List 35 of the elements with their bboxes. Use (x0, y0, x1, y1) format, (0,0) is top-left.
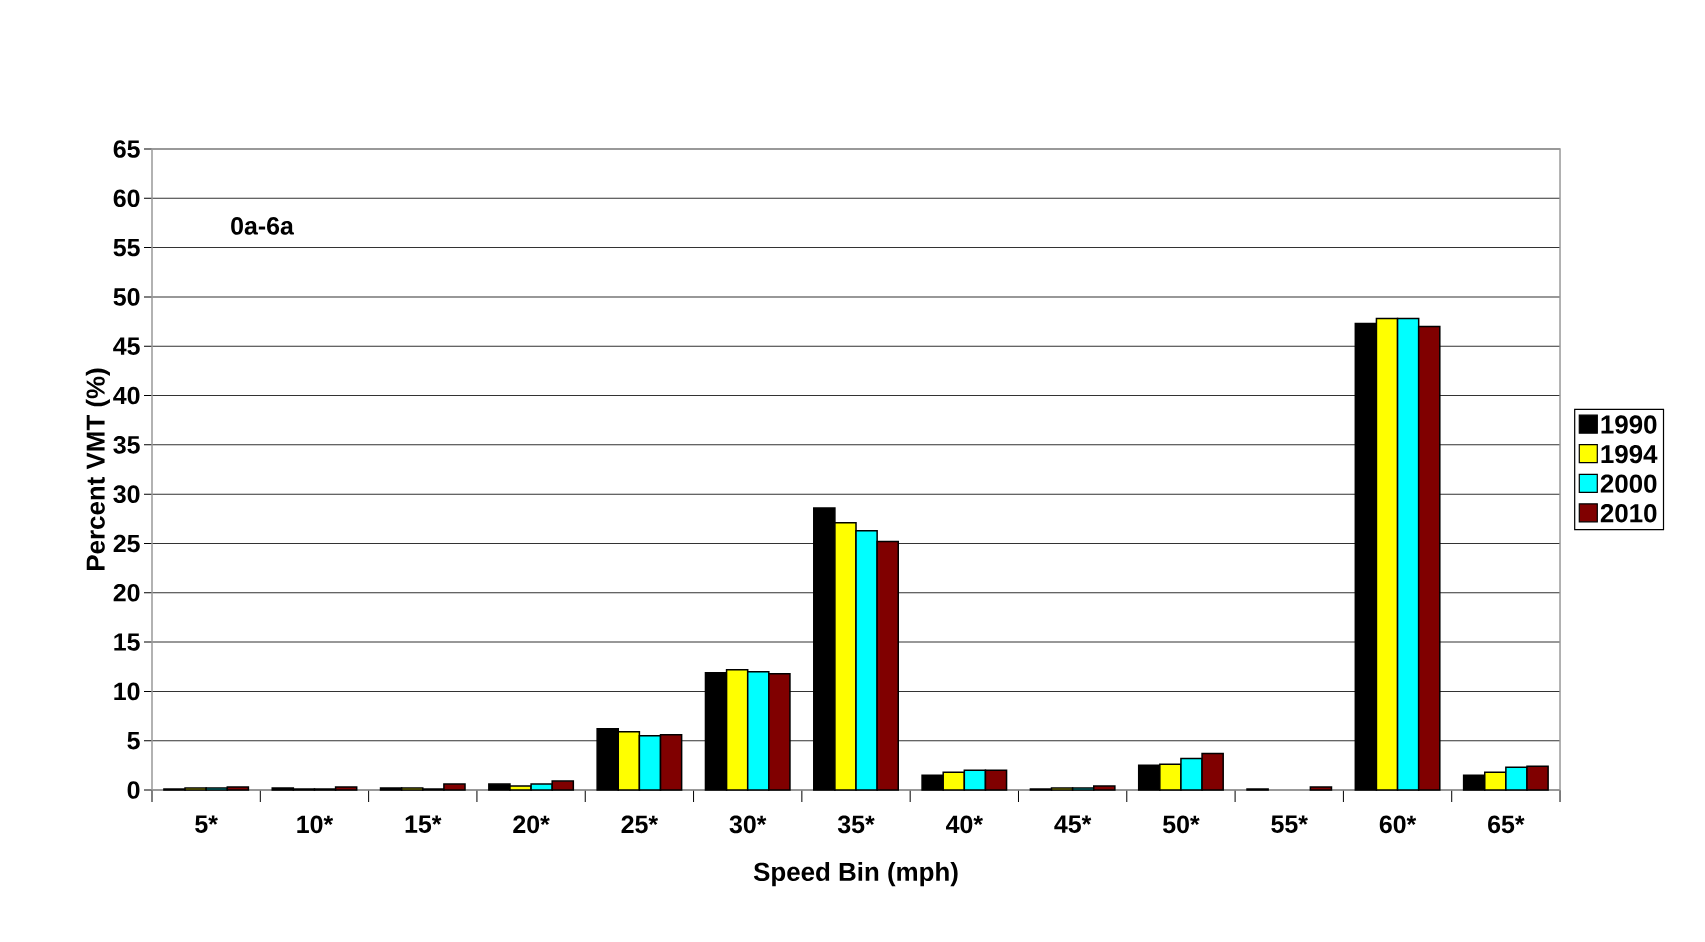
y-tick-label: 50 (113, 288, 140, 306)
x-tick-label: 45* (1054, 815, 1092, 833)
x-tick-label: 15* (405, 815, 442, 833)
y-tick-label: 60 (113, 189, 140, 208)
annotation: 0a-6a (231, 217, 294, 235)
x-tick-label: 10* (297, 815, 334, 834)
y-tick-label: 55 (113, 238, 140, 257)
y-axis-title: Percent VMT (%) (85, 368, 110, 570)
y-tick-label: 35 (113, 436, 140, 454)
y-tick-label: 45 (113, 337, 140, 355)
y-tick-label: 25 (113, 534, 140, 553)
x-tick-label: 35* (837, 815, 875, 834)
legend-label: 2010 (1600, 504, 1657, 523)
x-axis-title: Speed Bin (mph) (753, 862, 958, 887)
legend-label: 1990 (1601, 415, 1657, 434)
x-tick-label: 25* (621, 815, 659, 834)
x-tick-label: 65* (1488, 815, 1525, 834)
bar (1309, 786, 1333, 791)
y-tick-label: 10 (114, 682, 140, 701)
legend-label: 1994 (1601, 444, 1658, 464)
y-tick-label: 15 (114, 633, 140, 651)
y-tick-label: 5 (127, 732, 140, 750)
y-tick-label: 0 (127, 781, 140, 799)
x-tick-label: 20* (513, 815, 550, 834)
y-tick-label: 65 (113, 140, 140, 158)
x-tick-label: 50* (1163, 815, 1200, 834)
y-tick-label: 40 (113, 386, 140, 405)
legend-label: 2000 (1600, 474, 1657, 493)
y-tick-label: 20 (113, 583, 140, 602)
x-tick-label: 40* (946, 815, 983, 834)
x-tick-label: 55* (1271, 815, 1308, 833)
x-tick-label: 30* (729, 815, 767, 834)
x-tick-label: 60* (1379, 815, 1417, 834)
y-tick-label: 30 (113, 485, 140, 503)
x-tick-label: 5* (195, 815, 218, 833)
